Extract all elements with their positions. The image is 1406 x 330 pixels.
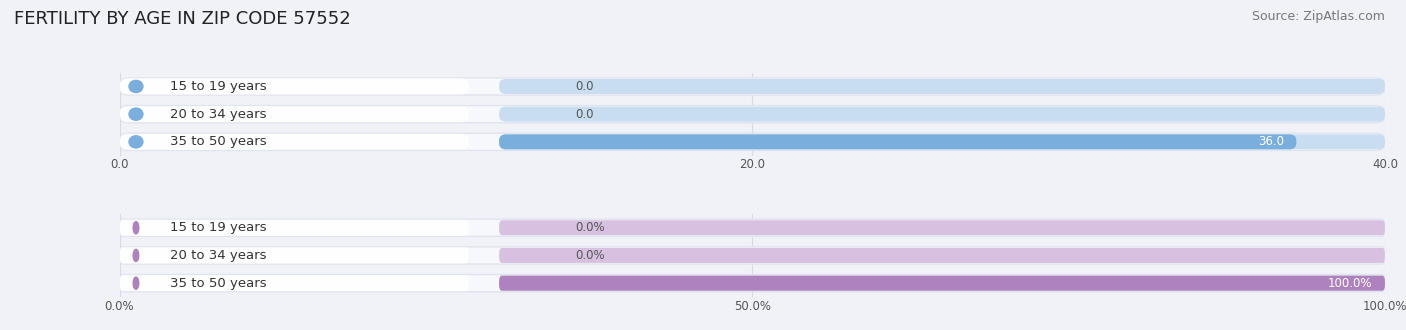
Text: 35 to 50 years: 35 to 50 years: [170, 277, 267, 290]
FancyBboxPatch shape: [120, 275, 468, 291]
Circle shape: [134, 277, 139, 289]
Text: 0.0: 0.0: [575, 80, 593, 93]
FancyBboxPatch shape: [120, 79, 470, 94]
FancyBboxPatch shape: [120, 247, 1385, 264]
Text: 0.0%: 0.0%: [575, 221, 605, 234]
Text: 0.0: 0.0: [575, 108, 593, 121]
Text: FERTILITY BY AGE IN ZIP CODE 57552: FERTILITY BY AGE IN ZIP CODE 57552: [14, 10, 352, 28]
Circle shape: [134, 249, 139, 262]
Text: Source: ZipAtlas.com: Source: ZipAtlas.com: [1251, 10, 1385, 23]
Text: 35 to 50 years: 35 to 50 years: [170, 135, 267, 148]
Circle shape: [129, 108, 143, 120]
Text: 36.0: 36.0: [1258, 135, 1284, 148]
FancyBboxPatch shape: [120, 134, 470, 150]
Circle shape: [129, 81, 143, 92]
FancyBboxPatch shape: [120, 78, 1385, 95]
FancyBboxPatch shape: [499, 79, 1385, 94]
FancyBboxPatch shape: [120, 275, 1385, 292]
FancyBboxPatch shape: [499, 276, 1385, 291]
Circle shape: [129, 136, 143, 148]
FancyBboxPatch shape: [499, 134, 1296, 149]
Circle shape: [134, 222, 139, 234]
FancyBboxPatch shape: [120, 133, 1385, 150]
Text: 20 to 34 years: 20 to 34 years: [170, 108, 267, 121]
FancyBboxPatch shape: [499, 134, 1385, 149]
FancyBboxPatch shape: [120, 106, 1385, 123]
FancyBboxPatch shape: [120, 248, 468, 263]
FancyBboxPatch shape: [120, 219, 1385, 236]
Text: 0.0%: 0.0%: [575, 249, 605, 262]
Text: 15 to 19 years: 15 to 19 years: [170, 80, 267, 93]
FancyBboxPatch shape: [120, 220, 468, 236]
Text: 15 to 19 years: 15 to 19 years: [170, 221, 267, 234]
FancyBboxPatch shape: [499, 220, 1385, 235]
FancyBboxPatch shape: [499, 107, 1385, 122]
FancyBboxPatch shape: [120, 106, 470, 122]
FancyBboxPatch shape: [499, 276, 1385, 291]
FancyBboxPatch shape: [499, 248, 1385, 263]
Text: 100.0%: 100.0%: [1327, 277, 1372, 290]
Text: 20 to 34 years: 20 to 34 years: [170, 249, 267, 262]
